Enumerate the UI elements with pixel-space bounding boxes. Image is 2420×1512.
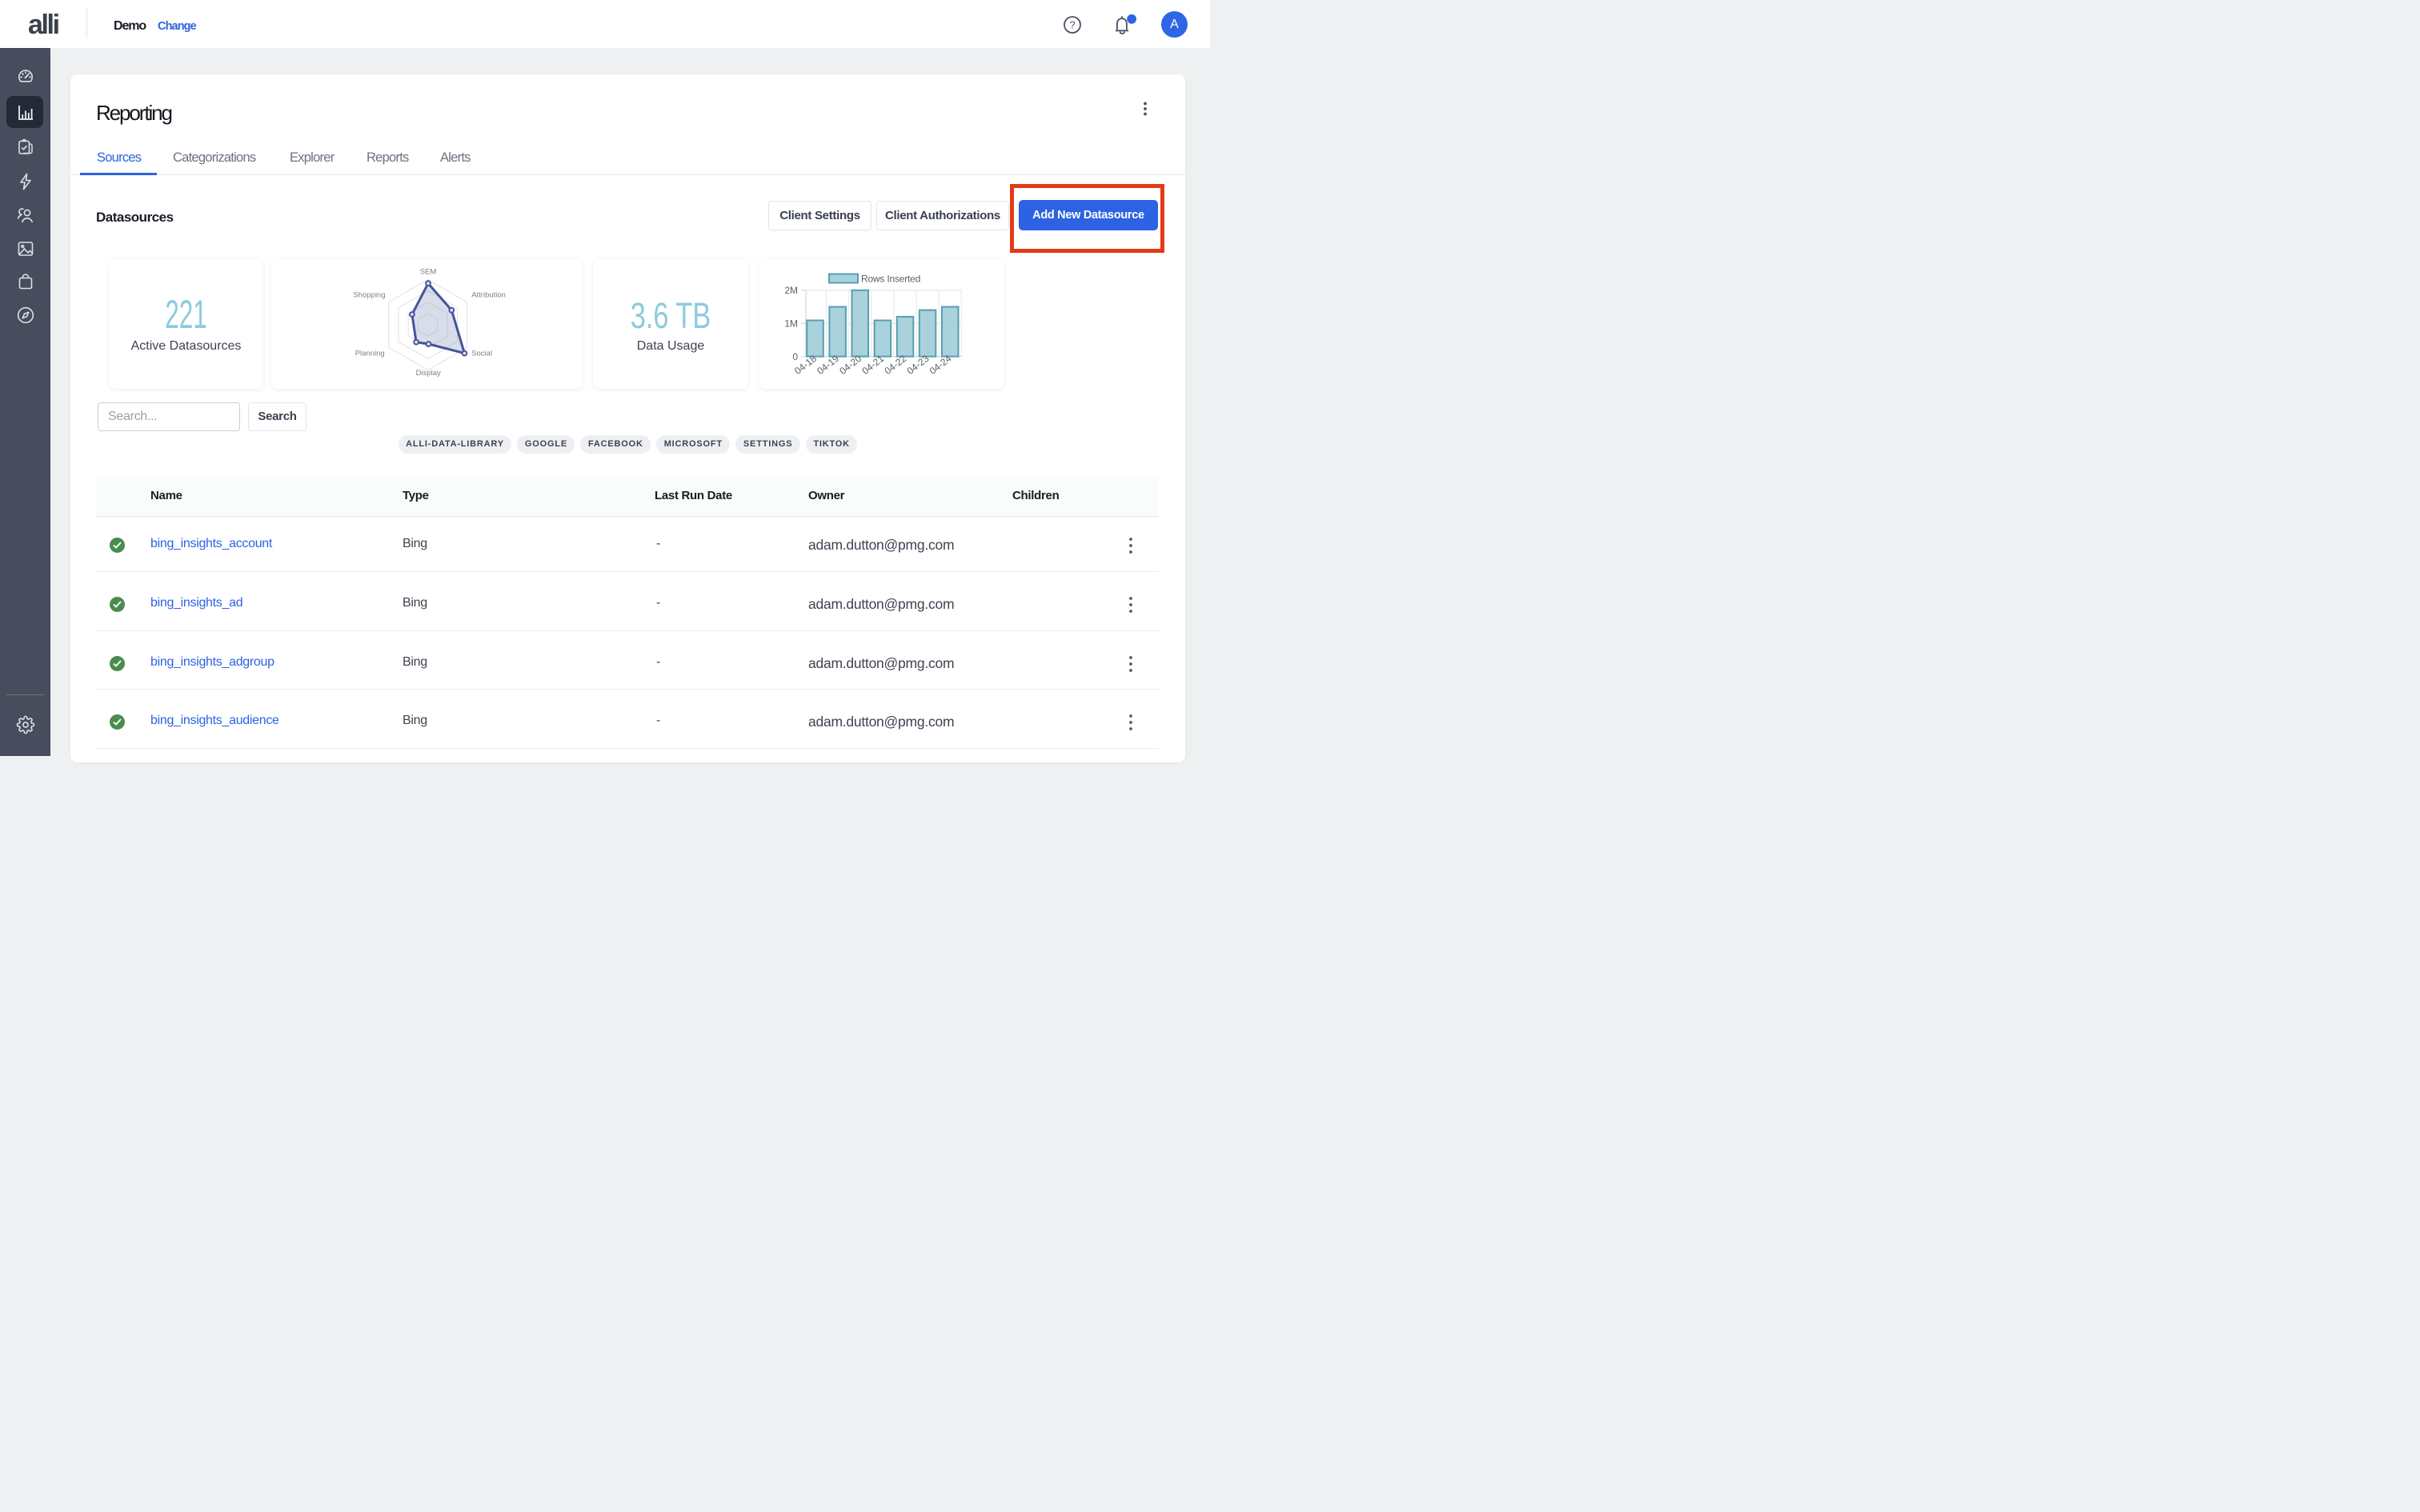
svg-text:?: ? xyxy=(1069,19,1075,31)
svg-text:2M: 2M xyxy=(784,285,798,296)
svg-text:Rows Inserted: Rows Inserted xyxy=(861,274,920,285)
svg-text:Social: Social xyxy=(471,350,492,358)
svg-text:Shopping: Shopping xyxy=(353,290,385,299)
svg-text:0: 0 xyxy=(792,351,798,362)
svg-text:Planning: Planning xyxy=(355,350,385,358)
svg-text:Attribution: Attribution xyxy=(471,290,506,299)
svg-text:Display: Display xyxy=(416,369,441,378)
svg-text:SEM: SEM xyxy=(420,267,437,276)
svg-text:1M: 1M xyxy=(784,318,798,329)
